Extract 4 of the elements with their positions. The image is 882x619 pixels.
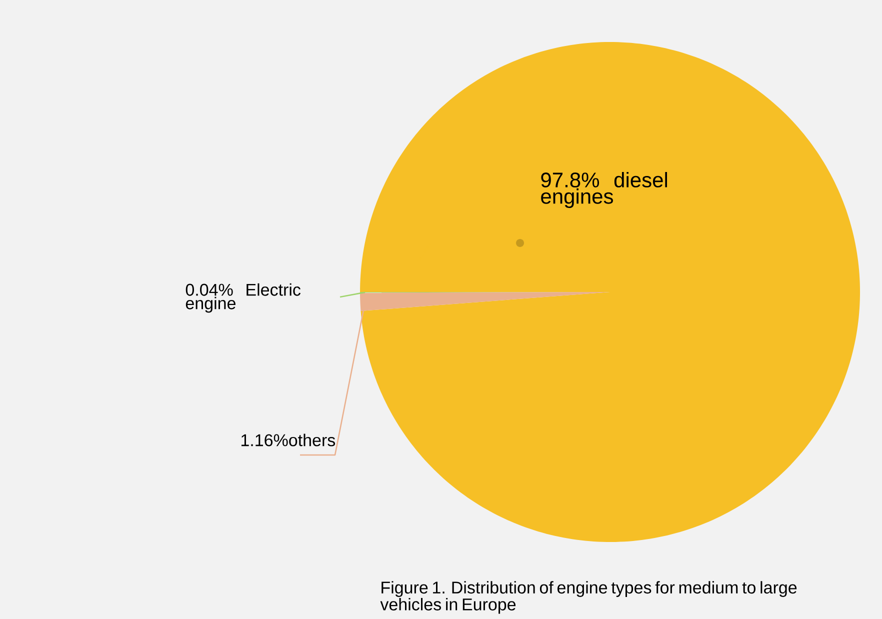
slice-label: 97.8% diesel engines [541, 172, 668, 208]
legend-label: 0.04% Electric engine [186, 283, 301, 313]
caption: Figure 1. Distribution of engine types for medium to large vehicles in Europe [380, 581, 797, 614]
slice-label: 1.16%others [242, 434, 336, 446]
